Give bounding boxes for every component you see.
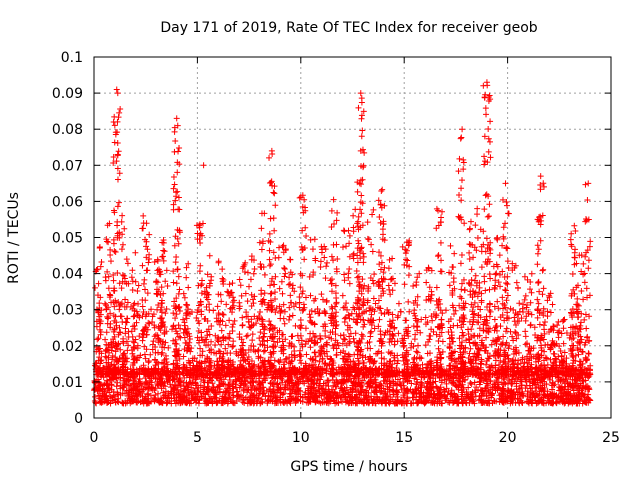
data-point <box>195 400 202 407</box>
data-point <box>404 394 411 401</box>
data-point <box>524 388 531 395</box>
data-point <box>237 382 244 389</box>
data-points <box>91 79 594 407</box>
data-point <box>377 387 384 394</box>
data-point <box>313 393 320 400</box>
data-point <box>247 387 254 394</box>
data-point <box>150 384 157 391</box>
data-point <box>180 388 187 395</box>
data-point <box>209 380 216 387</box>
data-point <box>158 385 165 392</box>
data-point <box>279 379 286 386</box>
data-point <box>448 387 455 394</box>
data-point <box>319 385 326 392</box>
data-point <box>373 389 380 396</box>
data-point <box>384 383 391 390</box>
chart-title: Day 171 of 2019, Rate Of TEC Index for r… <box>160 20 537 36</box>
data-point <box>483 393 490 400</box>
data-point <box>301 380 308 387</box>
data-point <box>147 392 154 399</box>
data-point <box>162 383 169 390</box>
data-point <box>113 383 120 390</box>
data-point <box>244 389 251 396</box>
data-point <box>209 399 216 406</box>
data-point <box>443 367 450 374</box>
